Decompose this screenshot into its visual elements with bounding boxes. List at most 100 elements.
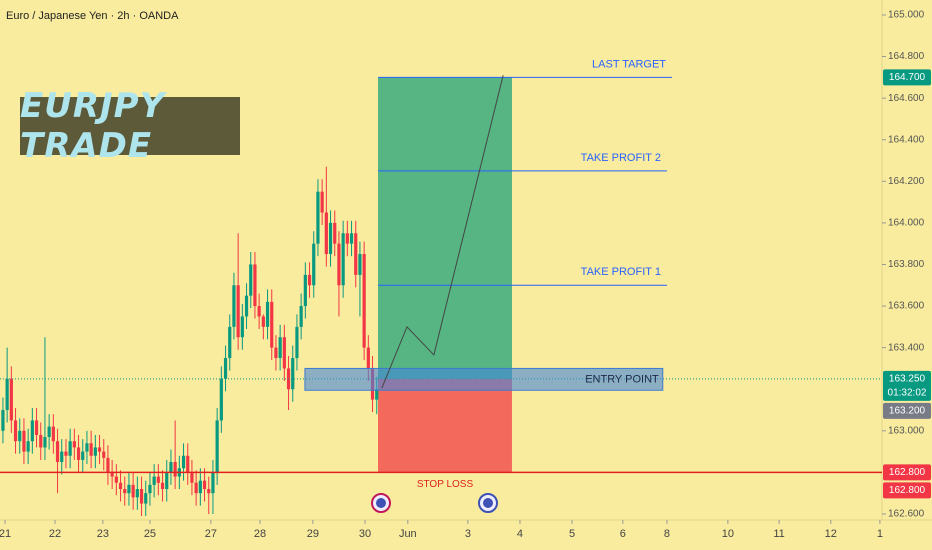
candle-body xyxy=(55,441,60,462)
candle-body xyxy=(320,191,324,213)
candle-body xyxy=(337,243,341,286)
y-tick-label: 164.200 xyxy=(888,176,925,187)
x-tick-label: 30 xyxy=(359,528,371,540)
projection-path xyxy=(381,75,504,389)
candle-body xyxy=(328,222,333,255)
candle-body xyxy=(261,316,265,327)
candle-body xyxy=(173,461,177,477)
candle-body xyxy=(307,274,312,286)
candle-body xyxy=(43,437,47,448)
candle-body xyxy=(244,295,249,317)
candle-body xyxy=(228,326,232,359)
candle-body xyxy=(190,472,194,483)
entry-zone xyxy=(304,367,664,391)
candle-body xyxy=(278,337,282,359)
profit-zone xyxy=(378,77,512,379)
candle-body xyxy=(194,482,198,494)
candle-body xyxy=(30,420,34,442)
price-tag xyxy=(883,464,931,481)
price-tag-label: 162.800 xyxy=(889,467,926,478)
candle-body xyxy=(354,233,358,275)
x-tick-label: 22 xyxy=(49,528,61,540)
candle-body xyxy=(362,254,366,348)
price-tag-label: 163.250 xyxy=(889,373,926,384)
candle-body xyxy=(81,451,85,460)
candle-body xyxy=(257,306,261,317)
x-tick-label: 4 xyxy=(517,528,523,540)
candle-body xyxy=(60,451,64,462)
x-tick-label: 5 xyxy=(569,528,575,540)
price-tag-label: 162.800 xyxy=(889,485,926,496)
candle-body xyxy=(186,455,190,473)
x-tick-label: 28 xyxy=(254,528,266,540)
candle-body xyxy=(144,493,148,504)
candle-body xyxy=(97,447,102,452)
candle-body xyxy=(236,285,240,338)
level-label: TAKE PROFIT 1 xyxy=(581,266,661,278)
y-tick-label: 164.400 xyxy=(888,134,925,145)
overlay-label: EURJPY TRADE xyxy=(20,86,240,166)
entry-label: ENTRY POINT xyxy=(585,373,659,385)
candle-body xyxy=(72,441,76,448)
y-tick-label: 163.600 xyxy=(888,301,925,312)
x-tick-label: 10 xyxy=(722,528,734,540)
x-tick-label: 12 xyxy=(825,528,837,540)
candle-body xyxy=(249,264,253,296)
candle-body xyxy=(76,447,81,460)
candle-body xyxy=(93,447,97,456)
candle-body xyxy=(123,489,127,494)
candle-body xyxy=(165,472,169,490)
candle-body xyxy=(265,301,270,327)
candle-body xyxy=(366,347,370,369)
candle-body xyxy=(68,441,72,456)
candle-body xyxy=(240,316,244,338)
price-tag xyxy=(883,69,931,86)
candle-body xyxy=(358,254,362,275)
candle-body xyxy=(135,489,139,498)
candle-body xyxy=(219,378,223,421)
y-tick-label: 164.800 xyxy=(888,51,925,62)
candle-body xyxy=(9,378,13,421)
candle-body xyxy=(202,480,207,490)
candle-body xyxy=(85,443,89,452)
x-tick-label: 6 xyxy=(620,528,626,540)
candle-body xyxy=(299,306,303,327)
stop-label: STOP LOSS xyxy=(417,479,474,490)
candle-body xyxy=(207,489,211,494)
candle-body xyxy=(198,480,202,494)
candle-body xyxy=(232,285,236,327)
x-tick-label: 27 xyxy=(205,528,217,540)
candle-body xyxy=(211,472,215,494)
candle-body xyxy=(253,264,257,307)
candle-body xyxy=(274,347,278,359)
candle-body xyxy=(106,457,110,473)
x-tick-label: 21 xyxy=(0,528,11,540)
x-tick-label: 11 xyxy=(773,528,784,540)
candle-body xyxy=(341,233,345,286)
candle-body xyxy=(5,378,9,411)
y-tick-label: 164.600 xyxy=(888,93,925,104)
x-tick-label: 29 xyxy=(307,528,319,540)
price-tag-sub: 01:32:02 xyxy=(888,387,927,398)
candle-body xyxy=(22,430,26,452)
candle-body xyxy=(181,455,186,469)
candle-body xyxy=(51,426,55,442)
candle-body xyxy=(160,482,165,490)
candle-body xyxy=(295,326,299,359)
candle-body xyxy=(215,420,219,473)
price-tag xyxy=(883,370,931,401)
candle-body xyxy=(324,212,328,255)
level-label: LAST TARGET xyxy=(592,58,666,70)
candle-body xyxy=(303,274,307,307)
price-tag-label: 163.200 xyxy=(889,405,926,416)
candle-body xyxy=(156,476,160,483)
candle-body xyxy=(18,430,22,442)
candle-body xyxy=(148,484,152,494)
candle-body xyxy=(375,389,379,400)
plot xyxy=(1,77,512,517)
y-tick-label: 164.000 xyxy=(888,218,925,229)
candle-body xyxy=(34,420,39,435)
candle-body xyxy=(127,484,131,494)
